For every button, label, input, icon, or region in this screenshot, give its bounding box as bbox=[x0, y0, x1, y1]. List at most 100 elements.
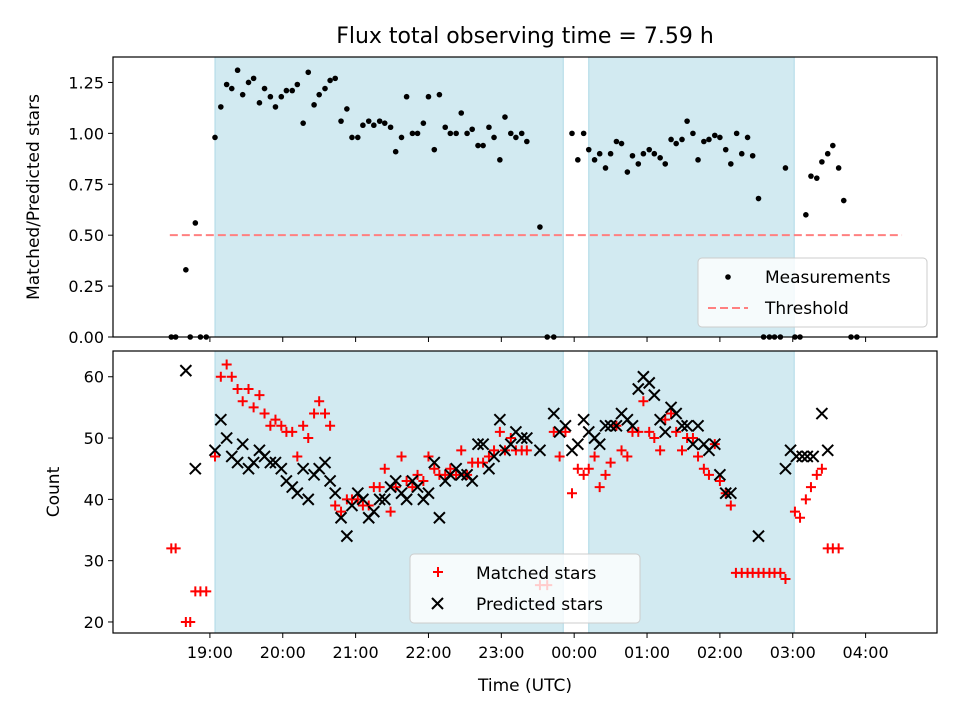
matched-star-point bbox=[303, 433, 314, 444]
measurement-point bbox=[261, 85, 268, 92]
predicted-star-point bbox=[520, 431, 534, 445]
measurement-point bbox=[486, 124, 492, 131]
measurement-point bbox=[635, 161, 642, 167]
matched-star-point bbox=[714, 475, 725, 486]
predicted-star-point bbox=[236, 437, 249, 451]
predicted-star-point bbox=[815, 407, 829, 420]
measurement-point bbox=[575, 157, 581, 163]
matched-star-point bbox=[423, 451, 434, 462]
matched-star-point bbox=[671, 426, 682, 437]
predicted-star-point bbox=[264, 456, 277, 469]
measurement-point bbox=[228, 85, 235, 92]
measurement-point bbox=[283, 87, 290, 94]
predicted-star-point bbox=[189, 462, 202, 475]
matched-star-point bbox=[363, 500, 374, 511]
measurement-point bbox=[507, 130, 514, 137]
measurement-point bbox=[272, 104, 279, 110]
measurement-point bbox=[749, 152, 756, 159]
measurement-point bbox=[662, 161, 669, 167]
predicted-star-point bbox=[389, 474, 402, 488]
top-legend: Measurements Threshold bbox=[697, 257, 928, 328]
matched-star-point bbox=[374, 482, 385, 493]
matched-star-point bbox=[401, 475, 412, 486]
measurement-point bbox=[453, 130, 459, 137]
measurement-point bbox=[278, 93, 285, 100]
measurement-point bbox=[690, 130, 696, 137]
measurement-point bbox=[808, 173, 814, 179]
matched-star-point bbox=[254, 390, 265, 401]
measurement-point bbox=[392, 148, 399, 155]
predicted-star-point bbox=[779, 462, 792, 475]
measurement-point bbox=[212, 134, 218, 141]
matched-star-point bbox=[292, 451, 303, 462]
matched-star-point bbox=[429, 463, 440, 474]
measurement-point bbox=[300, 120, 306, 126]
predicted-star-point bbox=[275, 462, 288, 475]
bottom-ytick-label: 40 bbox=[84, 490, 104, 509]
matched-star-point bbox=[566, 488, 577, 499]
legend-marker-measurements bbox=[725, 274, 731, 280]
measurement-point bbox=[403, 93, 410, 100]
measurement-point bbox=[835, 165, 842, 171]
measurement-point bbox=[651, 150, 658, 157]
measurement-point bbox=[344, 106, 350, 112]
matched-star-point bbox=[185, 616, 196, 627]
measurement-point bbox=[414, 130, 421, 137]
measurement-point bbox=[183, 267, 189, 273]
predicted-star-point bbox=[533, 444, 547, 457]
matched-star-point bbox=[805, 482, 816, 493]
matched-star-point bbox=[644, 426, 655, 437]
predicted-star-point bbox=[465, 474, 479, 488]
matched-star-point bbox=[605, 457, 616, 468]
measurement-point bbox=[513, 134, 519, 141]
predicted-star-point bbox=[367, 505, 381, 518]
matched-star-point bbox=[314, 396, 325, 407]
measurement-point bbox=[464, 130, 470, 137]
predicted-star-point bbox=[675, 419, 689, 432]
predicted-star-point bbox=[577, 413, 590, 426]
measurement-point bbox=[267, 93, 274, 100]
measurement-point bbox=[744, 134, 751, 141]
measurement-point bbox=[706, 136, 712, 143]
legend-marker-predicted bbox=[431, 597, 444, 610]
measurement-point bbox=[569, 130, 575, 137]
measurement-point bbox=[469, 126, 475, 133]
matched-star-point bbox=[352, 494, 363, 505]
legend-label-predicted: Predicted stars bbox=[476, 595, 603, 615]
measurement-point bbox=[436, 91, 443, 98]
measurement-point bbox=[338, 118, 344, 124]
measurement-point bbox=[813, 175, 820, 181]
predicted-star-point bbox=[659, 425, 672, 439]
matched-star-point bbox=[298, 420, 309, 431]
measurement-point bbox=[458, 110, 465, 116]
top-ytick-label: 0.00 bbox=[68, 328, 104, 347]
matched-star-point bbox=[320, 408, 331, 419]
predicted-star-point bbox=[296, 462, 310, 475]
x-axis-label: Time (UTC) bbox=[477, 676, 572, 696]
predicted-star-point bbox=[547, 407, 560, 420]
measurement-point bbox=[409, 130, 416, 137]
matched-star-point bbox=[548, 426, 559, 437]
measurement-point bbox=[830, 142, 836, 149]
matched-star-point bbox=[483, 451, 494, 462]
matched-star-point bbox=[698, 463, 709, 474]
measurement-point bbox=[289, 87, 296, 94]
measurement-point bbox=[524, 138, 530, 145]
matched-star-point bbox=[287, 426, 298, 437]
predicted-star-point bbox=[340, 529, 354, 543]
predicted-star-point bbox=[471, 437, 485, 451]
predicted-star-point bbox=[515, 431, 528, 445]
measurement-point bbox=[824, 150, 831, 157]
matched-star-point bbox=[633, 426, 644, 437]
matched-star-point bbox=[270, 414, 281, 425]
predicted-star-point bbox=[329, 487, 342, 500]
predicted-star-point bbox=[643, 376, 656, 390]
measurement-point bbox=[840, 197, 847, 204]
predicted-star-point bbox=[428, 456, 441, 469]
predicted-star-point bbox=[231, 456, 244, 469]
measurement-point bbox=[668, 136, 674, 143]
measurement-point bbox=[585, 146, 592, 153]
predicted-star-point bbox=[713, 468, 727, 482]
matched-star-point bbox=[687, 433, 698, 444]
predicted-star-point bbox=[571, 437, 585, 451]
